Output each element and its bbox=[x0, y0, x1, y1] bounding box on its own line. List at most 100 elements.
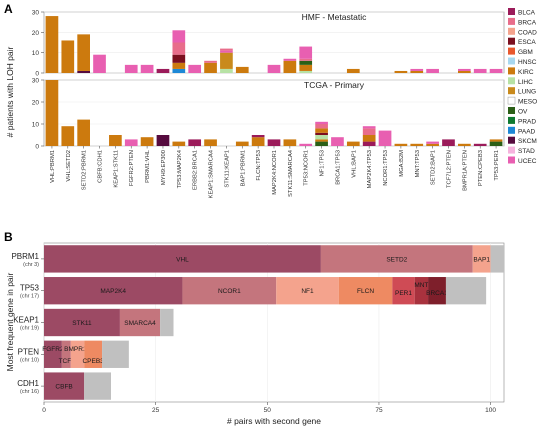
panel-b-chart: 0 25 50 75 100 VHL SETD2 BAP1 PBRM1(chr 3) MAP2K4… bbox=[11, 242, 505, 414]
x-tick-label: STK11:SMARCA4 bbox=[288, 149, 294, 197]
x-tick-label: 100 bbox=[485, 407, 496, 414]
legend-swatch bbox=[508, 37, 515, 45]
x-tick-label: 0 bbox=[42, 407, 46, 414]
bar-segment bbox=[315, 139, 328, 142]
bar-segment bbox=[458, 143, 471, 146]
legend-label: UCEC bbox=[518, 158, 537, 165]
bar-segment bbox=[338, 277, 393, 305]
bar-segment bbox=[235, 66, 249, 73]
panel-a-chart: 0 10 20 30 HMF - Metastatic 0 10 20 30 TCGA - Pri… bbox=[32, 10, 505, 198]
bar-segment bbox=[102, 340, 129, 368]
x-tick-label: 75 bbox=[375, 407, 383, 414]
legend-label: STAD bbox=[518, 148, 535, 155]
bar-segment bbox=[410, 70, 424, 73]
x-tick-label: FLCN:TP53 bbox=[256, 150, 262, 181]
panel-b-letter: B bbox=[4, 230, 13, 244]
legend-label: BRCA bbox=[518, 19, 537, 26]
bar-segment bbox=[315, 132, 328, 135]
y-tick-label: 10 bbox=[32, 122, 40, 129]
cancer-type-legend: BLCA BRCA COAD ESCA GBM HNSC KIRC LIHC LUNG MESO O… bbox=[507, 8, 537, 165]
legend-label: HNSC bbox=[518, 59, 537, 66]
bar-segment bbox=[442, 139, 455, 146]
x-tick-label: BRCA1:TP53 bbox=[335, 150, 341, 185]
bar-segment bbox=[172, 30, 186, 43]
x-tick-label: TCF7L2:PTEN bbox=[446, 150, 452, 188]
y-tick-label: 20 bbox=[32, 30, 40, 37]
bar-segment bbox=[426, 141, 439, 144]
x-tick-label: SETD2:PBRM1 bbox=[82, 150, 88, 190]
legend-swatch bbox=[508, 156, 515, 164]
x-tick-label: NF1:TP53 bbox=[320, 150, 326, 176]
chr-label: (chr 10) bbox=[20, 357, 39, 363]
y-tick-label: 0 bbox=[35, 144, 39, 151]
x-tick-label: MAP2K4:NCOR1 bbox=[272, 150, 278, 195]
bar-segment bbox=[394, 70, 408, 73]
bar-segment bbox=[44, 372, 85, 400]
x-tick-label: MYH9:EP300 bbox=[161, 150, 167, 185]
bar-segment bbox=[283, 60, 297, 73]
bar-segment bbox=[489, 141, 503, 146]
bar-segment bbox=[44, 245, 321, 273]
bar-segment bbox=[315, 141, 328, 146]
legend-swatch bbox=[508, 77, 515, 85]
x-tick-label: CBFB:CDH1 bbox=[98, 150, 104, 183]
bar-segment bbox=[140, 137, 154, 146]
segment-label: VHL bbox=[176, 256, 189, 263]
x-tick-label: KEAP1:SMARCA4 bbox=[209, 149, 215, 198]
bar-segment bbox=[299, 70, 313, 73]
bar-segment bbox=[182, 277, 277, 305]
x-tick-label: BMPR1A:PTEN bbox=[462, 150, 468, 191]
segment-label: NF1 bbox=[301, 288, 314, 295]
segment-label: CPEB3 bbox=[82, 358, 104, 365]
legend-label: BLCA bbox=[518, 10, 536, 17]
panel-a-ylabel: # patients with LOH pair bbox=[5, 46, 15, 137]
bar-segment bbox=[45, 80, 59, 146]
bar-segment bbox=[44, 277, 183, 305]
x-tick-label: MGA:B2M bbox=[399, 150, 405, 177]
bar-segment bbox=[77, 119, 90, 146]
x-tick-label: TP53:MAP2K4 bbox=[177, 149, 183, 188]
segment-label: MAP2K4 bbox=[100, 288, 126, 295]
bar-segment bbox=[283, 58, 297, 61]
x-tick-label: MAP2K4:TP53 bbox=[367, 150, 373, 188]
bar-segment bbox=[160, 308, 174, 337]
bar-segment bbox=[410, 143, 424, 146]
x-tick-label: BAP1:PBRM1 bbox=[240, 150, 246, 186]
x-tick-label: KEAP1:STK11 bbox=[113, 150, 119, 188]
segment-label: MNT bbox=[414, 282, 428, 289]
x-tick-label: VHL:BAP1 bbox=[351, 150, 357, 178]
bar-segment bbox=[77, 34, 90, 71]
x-tick-label: VHL:SETD2 bbox=[66, 150, 72, 182]
bar-segment bbox=[267, 64, 281, 73]
y-tick-label: 30 bbox=[32, 78, 40, 85]
bar-segment bbox=[93, 54, 106, 73]
legend-swatch bbox=[508, 136, 515, 144]
bar-segment bbox=[445, 277, 487, 305]
segment-label: NCOR1 bbox=[218, 288, 241, 295]
bar-segment bbox=[84, 340, 103, 368]
x-tick-label: TP53:NCOR1 bbox=[304, 150, 310, 186]
x-tick-label: MNT:TP53 bbox=[415, 150, 421, 177]
legend-swatch bbox=[508, 27, 515, 35]
bar-segment bbox=[220, 52, 233, 69]
x-tick-label: PBRM1:VHL bbox=[145, 149, 151, 183]
bar-segment bbox=[172, 54, 186, 63]
x-tick-label: FGFR2:PTEN bbox=[129, 150, 135, 186]
bar-segment bbox=[220, 68, 233, 73]
legend-label: PAAD bbox=[518, 128, 536, 135]
x-tick-label: ERBB2:BRCA1 bbox=[193, 150, 199, 190]
facet-frame bbox=[43, 11, 505, 74]
bar-segment bbox=[362, 141, 376, 146]
legend-label: LUNG bbox=[518, 89, 536, 96]
legend-swatch bbox=[508, 87, 515, 95]
x-tick-label: TP53:PER1 bbox=[494, 150, 500, 181]
bar-segment bbox=[156, 135, 170, 146]
bar-segment bbox=[251, 135, 265, 138]
bar-segment bbox=[188, 139, 202, 146]
gene-label: TP53 bbox=[20, 284, 40, 293]
bar-segment bbox=[346, 141, 360, 146]
segment-label: FLCN bbox=[357, 288, 374, 295]
legend-label: PRAD bbox=[518, 118, 536, 125]
legend-swatch bbox=[508, 8, 515, 15]
bar-segment bbox=[235, 141, 249, 146]
